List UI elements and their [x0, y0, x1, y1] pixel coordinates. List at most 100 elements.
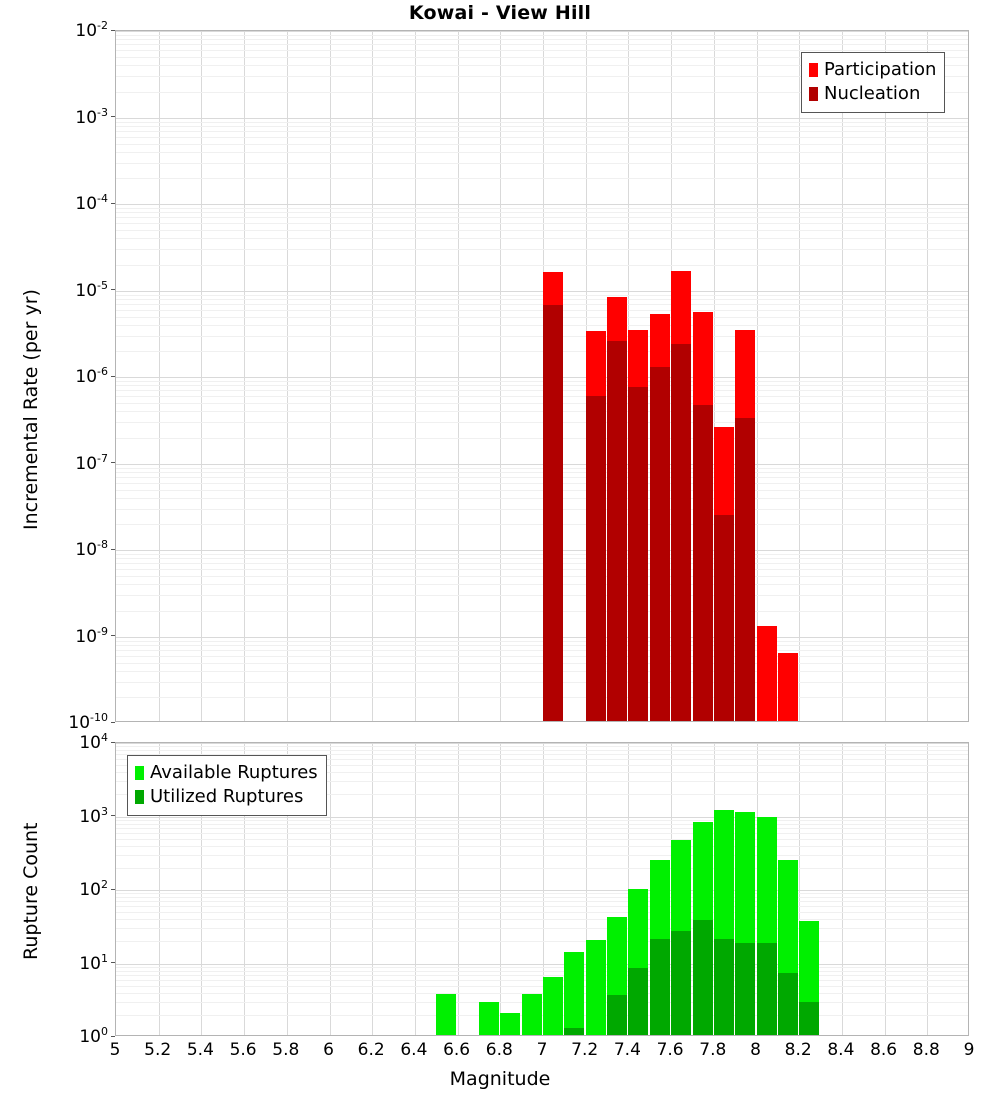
y-tick-mark	[111, 815, 115, 816]
y-tick-label: 100	[79, 1025, 108, 1047]
x-tick-label: 7	[536, 1040, 548, 1060]
y-tick-label: 102	[79, 878, 108, 900]
x-tick-label: 6.4	[400, 1040, 428, 1060]
y-tick-mark	[111, 1035, 115, 1037]
x-tick-label: 8.8	[912, 1040, 940, 1060]
y-tick-label: 104	[79, 731, 108, 753]
bar-utilized-ruptures	[735, 942, 756, 1035]
y-tick-label: 10-7	[75, 451, 108, 474]
bar-nucleation	[671, 343, 692, 721]
y-tick-label: 10-2	[75, 19, 108, 41]
legend-top: Participation Nucleation	[801, 52, 946, 113]
bar-utilized-ruptures	[713, 939, 734, 1035]
legend-item-available-ruptures: Available Ruptures	[135, 761, 318, 785]
x-tick-label: 7.4	[613, 1040, 641, 1060]
y-tick-mark	[111, 741, 115, 743]
y-tick-label: 10-6	[75, 365, 108, 387]
bars-top	[116, 31, 968, 721]
y-tick-label: 101	[79, 951, 108, 974]
y-tick-label: 10-10	[68, 711, 108, 733]
y-tick-mark	[111, 462, 115, 463]
y-tick-mark	[111, 375, 115, 377]
bar-utilized-ruptures	[756, 942, 777, 1035]
bar-nucleation	[585, 395, 606, 721]
bar-available-ruptures	[500, 1012, 521, 1035]
y-tick-mark	[111, 116, 115, 117]
x-tick-label: 8.2	[784, 1040, 812, 1060]
legend-swatch-available-ruptures	[135, 766, 144, 780]
legend-swatch-nucleation	[809, 87, 818, 101]
y-tick-label: 10-9	[75, 624, 108, 647]
legend-item-nucleation: Nucleation	[809, 82, 936, 106]
bar-available-ruptures	[564, 951, 585, 1035]
y-tick-label: 10-3	[75, 105, 108, 128]
x-tick-label: 5.4	[186, 1040, 214, 1060]
legend-item-participation: Participation	[809, 58, 936, 82]
y-tick-mark	[111, 202, 115, 204]
x-tick-label: 6.8	[485, 1040, 513, 1060]
y-tick-label: 10-4	[75, 192, 108, 214]
bar-nucleation	[543, 304, 564, 721]
bar-available-ruptures	[585, 940, 606, 1035]
x-axis-label: Magnitude	[449, 1068, 551, 1090]
bar-nucleation	[649, 366, 670, 721]
y-tick-mark	[111, 888, 115, 890]
x-tick-label: 7.2	[571, 1040, 599, 1060]
bar-utilized-ruptures	[671, 931, 692, 1035]
y-tick-mark	[111, 548, 115, 550]
legend-swatch-participation	[809, 63, 818, 77]
x-tick-label: 6.6	[443, 1040, 471, 1060]
bar-nucleation	[735, 417, 756, 721]
y-tick-mark	[111, 721, 115, 723]
y-axis-label-top: Incremental Rate (per yr)	[20, 289, 42, 530]
y-tick-mark	[111, 635, 115, 636]
legend-bottom: Available Ruptures Utilized Ruptures	[127, 755, 327, 816]
bar-available-ruptures	[436, 994, 457, 1035]
y-tick-mark	[111, 962, 115, 963]
x-tick-label: 5.2	[144, 1040, 172, 1060]
bar-utilized-ruptures	[564, 1027, 585, 1035]
legend-label-nucleation: Nucleation	[824, 83, 921, 104]
bar-nucleation	[713, 515, 734, 721]
bar-utilized-ruptures	[777, 972, 798, 1035]
x-tick-label: 9	[963, 1040, 975, 1060]
x-tick-label: 6	[323, 1040, 334, 1060]
bar-nucleation	[692, 405, 713, 721]
x-tick-label: 7.6	[656, 1040, 684, 1060]
bar-utilized-ruptures	[692, 919, 713, 1035]
bars-bottom	[116, 743, 968, 1035]
grid-bottom	[116, 743, 968, 1035]
bar-available-ruptures	[521, 994, 542, 1035]
page-title: Kowai - View Hill	[408, 2, 592, 24]
bar-utilized-ruptures	[799, 1002, 820, 1035]
incremental-rate-plot	[115, 30, 969, 722]
bar-available-ruptures	[479, 1002, 500, 1035]
x-tick-label: 8.6	[870, 1040, 898, 1060]
bar-utilized-ruptures	[649, 939, 670, 1035]
x-tick-label: 8.4	[827, 1040, 855, 1060]
x-tick-label: 8	[750, 1040, 761, 1060]
legend-label-utilized-ruptures: Utilized Ruptures	[150, 786, 304, 807]
y-tick-mark	[111, 289, 115, 290]
y-tick-label: 10-8	[75, 538, 108, 560]
legend-label-available-ruptures: Available Ruptures	[150, 762, 318, 783]
bar-nucleation	[628, 387, 649, 721]
x-tick-label: 6.2	[357, 1040, 385, 1060]
y-tick-label: 103	[79, 804, 108, 827]
legend-label-participation: Participation	[824, 59, 937, 80]
legend-item-utilized-ruptures: Utilized Ruptures	[135, 785, 318, 809]
y-tick-label: 10-5	[75, 278, 108, 301]
bar-participation	[777, 652, 798, 721]
bar-utilized-ruptures	[628, 967, 649, 1035]
bar-utilized-ruptures	[607, 995, 628, 1035]
x-tick-label: 7.8	[699, 1040, 727, 1060]
x-tick-label: 5.6	[229, 1040, 257, 1060]
bar-participation	[756, 626, 777, 721]
legend-swatch-utilized-ruptures	[135, 790, 144, 804]
grid-top	[116, 31, 968, 721]
bar-nucleation	[607, 340, 628, 721]
x-tick-label: 5.8	[272, 1040, 300, 1060]
y-tick-mark	[111, 29, 115, 31]
x-tick-label: 5	[109, 1040, 121, 1060]
